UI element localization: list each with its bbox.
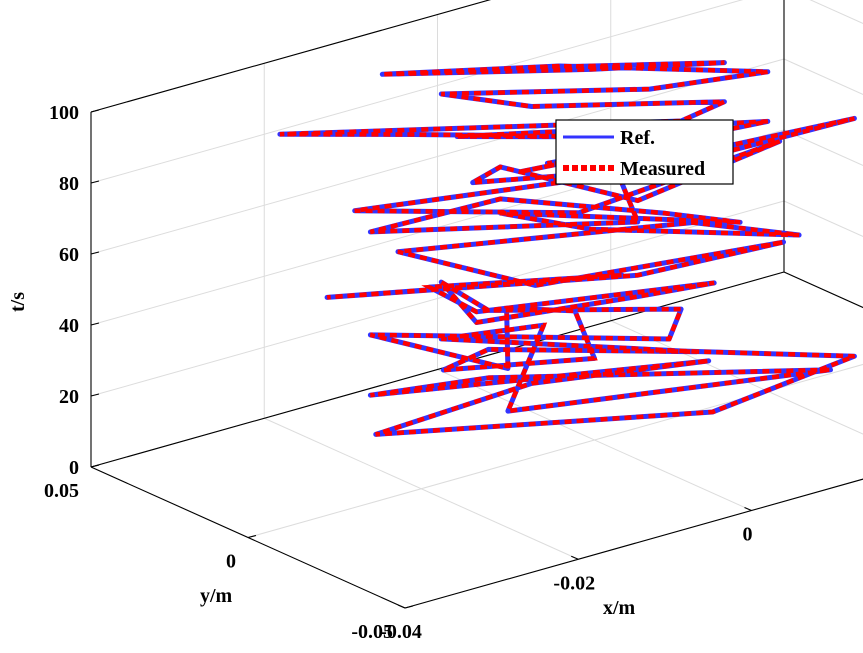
z-tick-label: 40 bbox=[59, 315, 79, 337]
z-tick-label: 0 bbox=[69, 457, 79, 479]
z-tick-mark bbox=[90, 393, 100, 397]
y-tick-label: 0.05 bbox=[44, 480, 79, 502]
z-tick-label: 20 bbox=[59, 386, 79, 408]
y-tick-mark bbox=[404, 605, 414, 609]
y-tick-mark bbox=[247, 534, 257, 539]
z-tick-label: 80 bbox=[59, 173, 79, 195]
tick-layer: 020406080100-0.0500.05-0.04-0.0200.020.0… bbox=[44, 102, 753, 643]
y-tick-label: 0 bbox=[226, 551, 236, 573]
legend: Ref. Measured bbox=[555, 119, 734, 185]
z-tick-label: 100 bbox=[49, 102, 79, 124]
y-tick-mark bbox=[90, 464, 100, 468]
z-tick-mark bbox=[90, 180, 100, 184]
grid-line bbox=[783, 58, 863, 96]
grid-line bbox=[783, 271, 863, 309]
x-tick-mark bbox=[744, 506, 752, 512]
legend-measured-label: Measured bbox=[620, 158, 705, 180]
series-layer bbox=[277, 60, 857, 437]
grid-line bbox=[90, 0, 744, 184]
grid-line bbox=[784, 0, 863, 58]
x-axis-label: x/m bbox=[603, 597, 636, 619]
x-tick-mark bbox=[397, 604, 406, 609]
axis-edge bbox=[784, 0, 863, 58]
grid-line bbox=[90, 58, 785, 255]
y-axis-label: y/m bbox=[200, 585, 233, 607]
legend-box bbox=[555, 119, 734, 185]
axis-edge bbox=[90, 0, 492, 113]
grid-line bbox=[783, 271, 863, 309]
y-tick-label: -0.05 bbox=[351, 621, 393, 643]
z-tick-mark bbox=[90, 109, 100, 113]
x-tick-label: 0 bbox=[743, 524, 753, 546]
z-tick-label: 60 bbox=[59, 244, 79, 266]
grid-line bbox=[783, 129, 863, 167]
legend-ref-label: Ref. bbox=[620, 127, 655, 149]
x-tick-mark bbox=[571, 555, 579, 560]
grid-line bbox=[404, 478, 863, 609]
x-tick-label: -0.02 bbox=[553, 572, 595, 594]
z-tick-mark bbox=[90, 322, 100, 326]
grid-line bbox=[809, 0, 863, 25]
axis-edge bbox=[90, 271, 785, 468]
axis-edge bbox=[404, 478, 863, 609]
grid-line bbox=[783, 200, 863, 238]
x-tick-label: -0.04 bbox=[380, 621, 422, 643]
z-tick-mark bbox=[90, 251, 100, 255]
axis-edge bbox=[783, 271, 863, 309]
series-measured-line bbox=[279, 60, 856, 437]
grid-line bbox=[247, 363, 863, 538]
z-axis-label: t/s bbox=[7, 292, 29, 312]
